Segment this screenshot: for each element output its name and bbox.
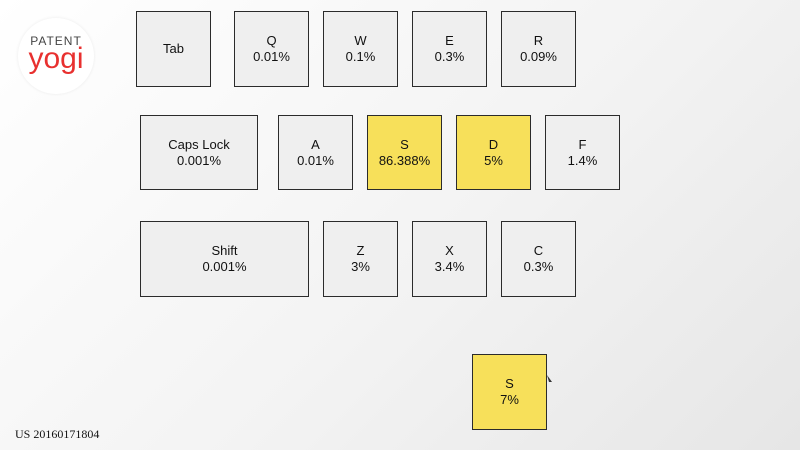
key-probability: 0.001% [202, 259, 246, 275]
key-probability: 86.388% [379, 153, 430, 169]
key-label: Z [357, 243, 365, 259]
key-e: E 0.3% [412, 11, 487, 87]
key-z: Z 3% [323, 221, 398, 297]
key-label: Shift [211, 243, 237, 259]
key-probability: 0.01% [253, 49, 290, 65]
key-probability: 3.4% [435, 259, 465, 275]
key-label: X [445, 243, 454, 259]
key-probability: 5% [484, 153, 503, 169]
key-label: S [505, 376, 514, 392]
key-tab: Tab [136, 11, 211, 87]
key-label: Tab [163, 41, 184, 57]
pointer-arrow-icon [547, 375, 553, 385]
key-label: W [354, 33, 366, 49]
key-shift: Shift 0.001% [140, 221, 309, 297]
key-c: C 0.3% [501, 221, 576, 297]
key-probability: 3% [351, 259, 370, 275]
key-caps-lock: Caps Lock 0.001% [140, 115, 258, 190]
key-probability: 0.3% [435, 49, 465, 65]
key-s-highlighted: S 86.388% [367, 115, 442, 190]
key-r: R 0.09% [501, 11, 576, 87]
key-w: W 0.1% [323, 11, 398, 87]
key-d-highlighted: D 5% [456, 115, 531, 190]
key-label: S [400, 137, 409, 153]
key-probability: 0.1% [346, 49, 376, 65]
key-label: E [445, 33, 454, 49]
patentyogi-logo: PATENT yogi [18, 18, 94, 94]
key-probability: 0.3% [524, 259, 554, 275]
key-probability: 0.09% [520, 49, 557, 65]
key-label: Q [266, 33, 276, 49]
key-label: D [489, 137, 498, 153]
logo-text-yogi: yogi [18, 44, 94, 74]
patent-number: US 20160171804 [15, 427, 99, 442]
key-probability: 0.01% [297, 153, 334, 169]
key-label: R [534, 33, 543, 49]
key-probability: 1.4% [568, 153, 598, 169]
key-label: F [579, 137, 587, 153]
key-probability: 0.001% [177, 153, 221, 169]
key-a: A 0.01% [278, 115, 353, 190]
predicted-key-s: S 7% [472, 354, 547, 430]
key-q: Q 0.01% [234, 11, 309, 87]
key-label: Caps Lock [168, 137, 229, 153]
key-probability: 7% [500, 392, 519, 408]
key-f: F 1.4% [545, 115, 620, 190]
key-label: C [534, 243, 543, 259]
key-x: X 3.4% [412, 221, 487, 297]
key-label: A [311, 137, 320, 153]
